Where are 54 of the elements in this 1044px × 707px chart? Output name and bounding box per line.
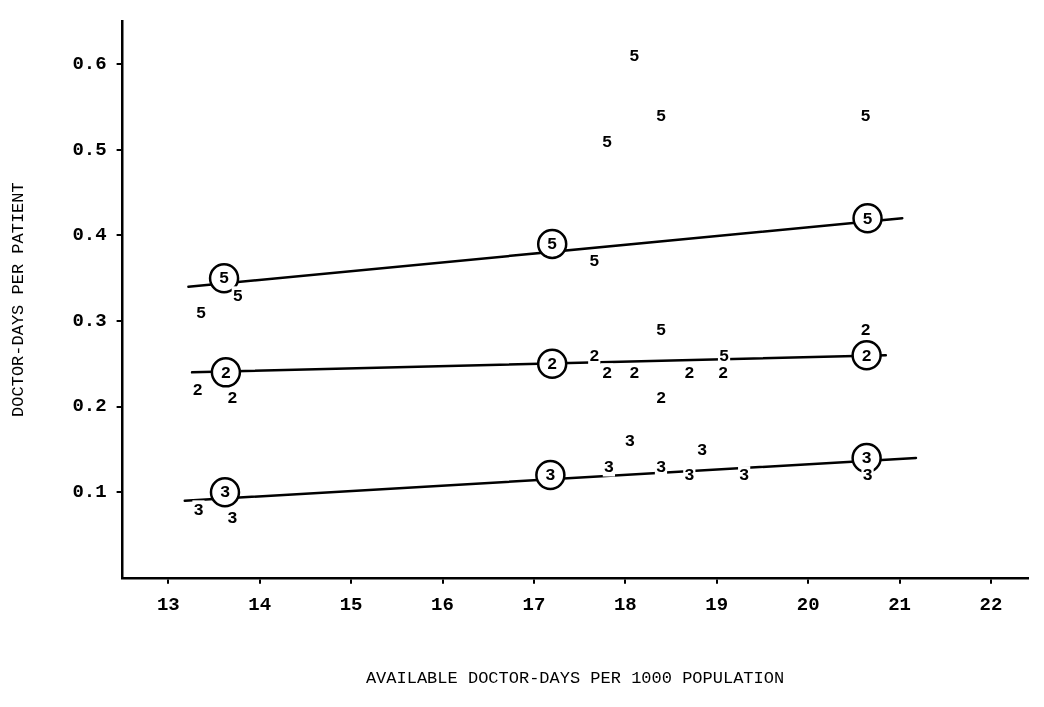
annotation: 2 (192, 380, 203, 400)
x-tick-label: 20 (796, 593, 820, 616)
annotation: 2 (861, 346, 872, 366)
y-tick-label: 0.1 (72, 480, 107, 503)
x-tick-label: 16 (431, 593, 454, 616)
text: 2 (220, 363, 231, 383)
y-tick-label: 0.4 (72, 224, 107, 247)
text: 3 (219, 483, 231, 503)
annotation: 2 (684, 363, 695, 383)
y-tick-label: 0.2 (72, 395, 107, 418)
text: 5 (547, 235, 558, 255)
annotation: 3 (697, 440, 708, 460)
x-tick-label: 14 (248, 593, 272, 616)
annotation: 3 (862, 466, 873, 486)
series-label: 5 (232, 286, 243, 306)
y-tick-label: 0.3 (72, 309, 107, 332)
x-tick-label: 13 (156, 593, 180, 616)
annotation: 3 (655, 457, 667, 477)
annotation: 3 (193, 500, 204, 520)
annotation: 5 (589, 252, 600, 272)
annotation: 2 (629, 363, 640, 383)
text: 3 (861, 449, 872, 469)
annotation: 2 (227, 389, 238, 409)
text: 2 (547, 355, 558, 375)
annotation: 5 (196, 303, 207, 323)
annotation: 3 (624, 432, 635, 452)
x-axis-title: AVAILABLE DOCTOR-DAYS PER 1000 POPULATION (365, 669, 785, 689)
annotation: 5 (601, 132, 613, 152)
annotation: 2 (655, 389, 667, 409)
annotation: 5 (218, 269, 230, 289)
annotation: 5 (629, 46, 640, 66)
x-tick-label: 15 (339, 593, 363, 616)
annotation: 2 (601, 363, 613, 383)
annotation: 5 (655, 320, 667, 340)
annotation: 3 (603, 457, 614, 477)
x-tick-label: 19 (705, 593, 729, 616)
annotation: 5 (655, 106, 667, 126)
y-axis-title: DOCTOR-DAYS PER PATIENT (8, 182, 28, 417)
annotation: 3 (684, 466, 695, 486)
annotation: 3 (739, 466, 750, 486)
annotation: 2 (718, 363, 729, 383)
annotation: 5 (718, 346, 730, 366)
y-tick-label: 0.6 (72, 52, 107, 75)
x-tick-label: 22 (979, 593, 1003, 616)
x-tick-label: 18 (613, 593, 637, 616)
series-label: 3 (545, 466, 556, 486)
series-label: 2 (860, 320, 871, 340)
text: 5 (862, 209, 873, 229)
x-tick-label: 21 (888, 593, 911, 616)
y-tick-label: 0.5 (72, 138, 107, 161)
annotation: 2 (589, 346, 600, 366)
annotation: 3 (227, 509, 238, 529)
annotation: 5 (860, 106, 871, 126)
x-tick-label: 17 (522, 593, 546, 616)
